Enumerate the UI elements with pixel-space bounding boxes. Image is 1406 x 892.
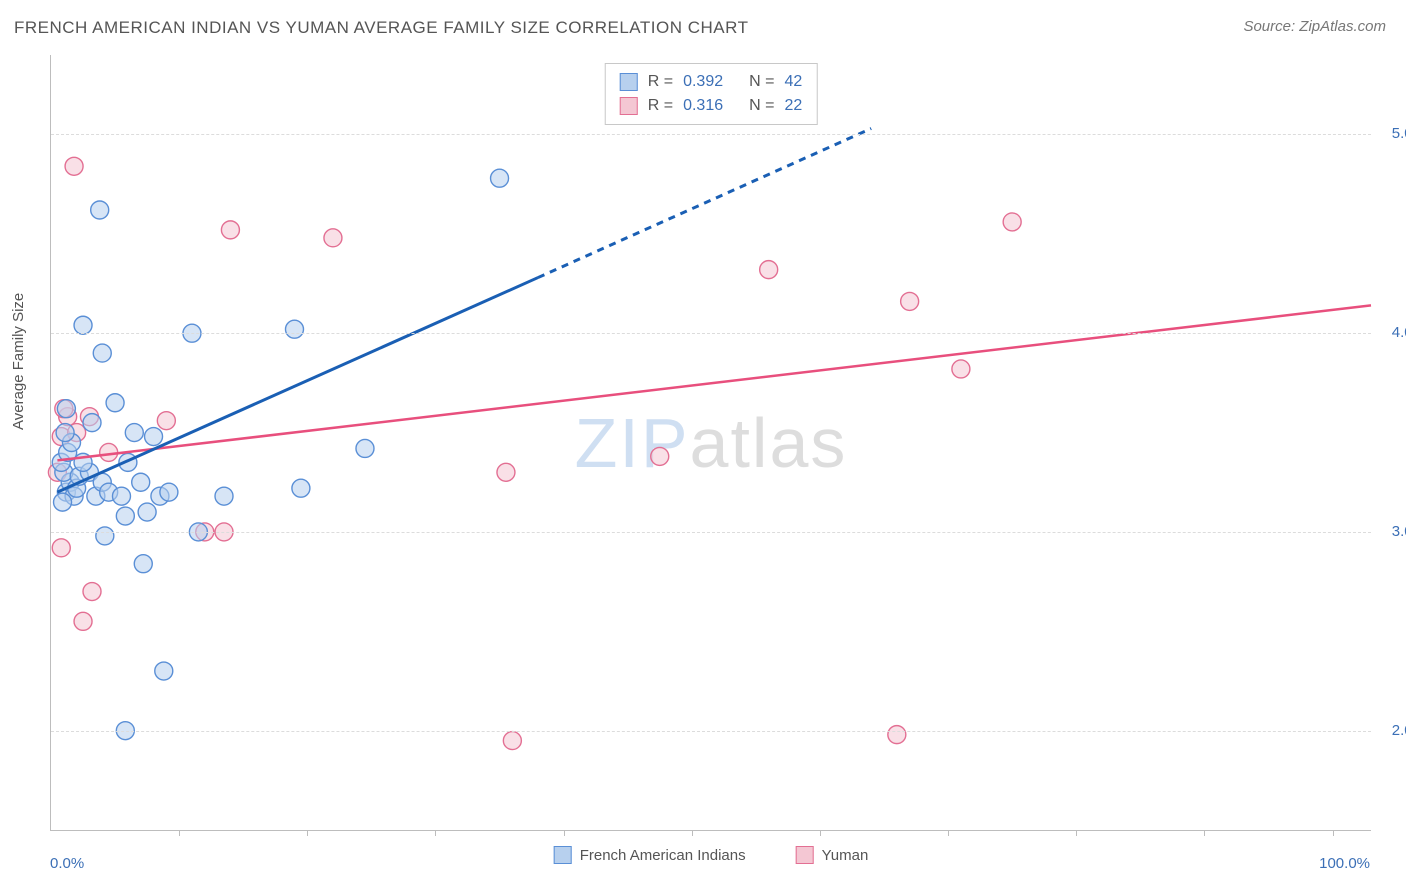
chart-title: FRENCH AMERICAN INDIAN VS YUMAN AVERAGE … — [14, 18, 748, 38]
data-point — [134, 555, 152, 573]
data-point — [292, 479, 310, 497]
data-point — [1003, 213, 1021, 231]
x-tick — [564, 830, 565, 836]
data-point — [125, 424, 143, 442]
x-tick — [179, 830, 180, 836]
data-point — [57, 400, 75, 418]
x-tick — [1204, 830, 1205, 836]
data-point — [83, 583, 101, 601]
swatch-blue — [620, 73, 638, 91]
swatch-pink — [796, 846, 814, 864]
legend-label-blue: French American Indians — [580, 847, 746, 864]
trend-line — [538, 129, 871, 278]
x-tick — [1333, 830, 1334, 836]
x-tick — [692, 830, 693, 836]
trend-line — [57, 305, 1371, 460]
chart-plot-area: ZIPatlas R = 0.392 N = 42 R = 0.316 N = … — [50, 55, 1371, 831]
series-legend: French American Indians Yuman — [554, 846, 869, 864]
data-point — [491, 169, 509, 187]
y-tick-label: 5.00 — [1376, 125, 1406, 142]
data-point — [901, 292, 919, 310]
x-tick — [307, 830, 308, 836]
x-tick — [1076, 830, 1077, 836]
x-axis-max-label: 100.0% — [1319, 855, 1370, 872]
data-point — [54, 493, 72, 511]
data-point — [74, 316, 92, 334]
data-point — [952, 360, 970, 378]
stats-row-blue: R = 0.392 N = 42 — [620, 70, 803, 94]
data-point — [56, 424, 74, 442]
x-tick — [948, 830, 949, 836]
gridline-h — [51, 731, 1371, 732]
data-point — [112, 487, 130, 505]
data-point — [52, 539, 70, 557]
y-tick-label: 2.00 — [1376, 722, 1406, 739]
source-attribution: Source: ZipAtlas.com — [1243, 18, 1386, 35]
stats-row-pink: R = 0.316 N = 22 — [620, 94, 803, 118]
data-point — [503, 732, 521, 750]
x-tick — [820, 830, 821, 836]
data-point — [155, 662, 173, 680]
y-tick-label: 4.00 — [1376, 324, 1406, 341]
data-point — [157, 412, 175, 430]
legend-item-blue: French American Indians — [554, 846, 746, 864]
data-point — [160, 483, 178, 501]
x-axis-min-label: 0.0% — [50, 855, 84, 872]
data-point — [138, 503, 156, 521]
data-point — [132, 473, 150, 491]
data-point — [651, 447, 669, 465]
data-point — [106, 394, 124, 412]
data-point — [83, 414, 101, 432]
data-point — [888, 726, 906, 744]
y-axis-label: Average Family Size — [10, 293, 27, 430]
legend-item-pink: Yuman — [796, 846, 869, 864]
data-point — [93, 344, 111, 362]
data-point — [215, 487, 233, 505]
data-point — [116, 507, 134, 525]
legend-label-pink: Yuman — [822, 847, 869, 864]
data-point — [65, 157, 83, 175]
scatter-svg — [51, 55, 1371, 830]
gridline-h — [51, 532, 1371, 533]
data-point — [285, 320, 303, 338]
data-point — [145, 428, 163, 446]
data-point — [91, 201, 109, 219]
trend-line — [57, 278, 538, 493]
data-point — [96, 527, 114, 545]
data-point — [356, 439, 374, 457]
gridline-h — [51, 134, 1371, 135]
data-point — [497, 463, 515, 481]
swatch-blue — [554, 846, 572, 864]
data-point — [221, 221, 239, 239]
data-point — [760, 261, 778, 279]
stats-legend: R = 0.392 N = 42 R = 0.316 N = 22 — [605, 63, 818, 125]
data-point — [74, 612, 92, 630]
swatch-pink — [620, 97, 638, 115]
gridline-h — [51, 333, 1371, 334]
x-tick — [435, 830, 436, 836]
data-point — [324, 229, 342, 247]
y-tick-label: 3.00 — [1376, 523, 1406, 540]
